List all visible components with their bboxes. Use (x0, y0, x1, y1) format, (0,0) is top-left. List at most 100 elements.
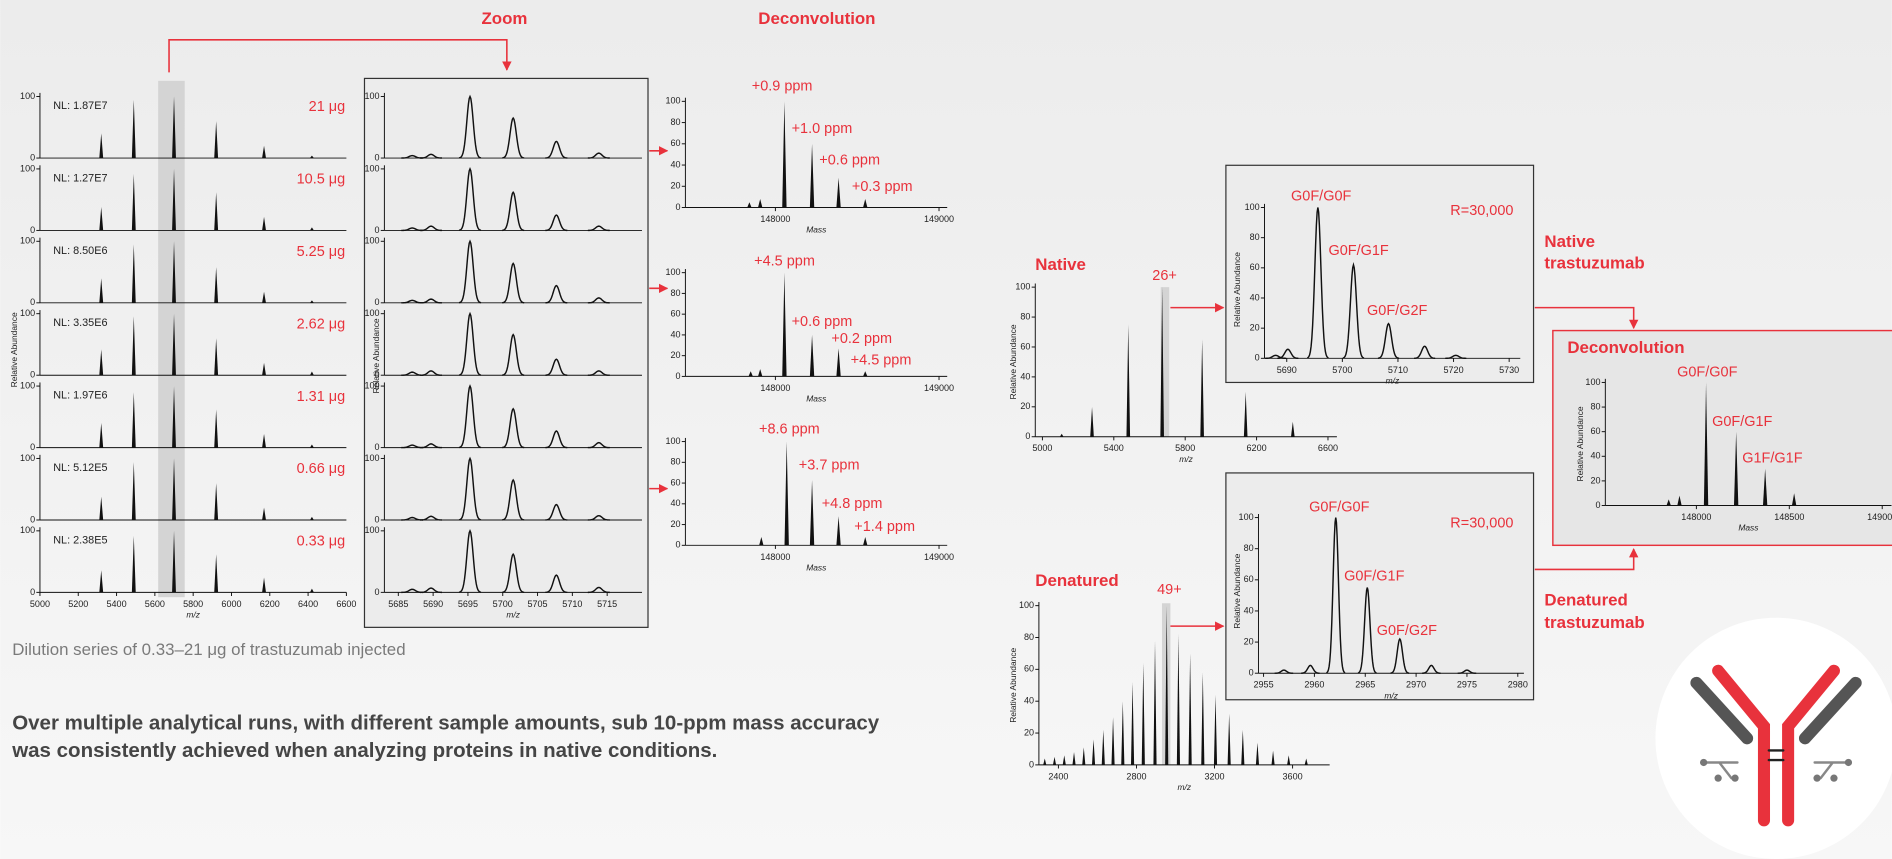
peak (1457, 669, 1477, 674)
y-axis-label: Relative Abundance (1232, 553, 1242, 628)
peak (587, 514, 610, 521)
peak (99, 570, 104, 593)
x-tick-label: 2965 (1355, 680, 1375, 690)
panel-label: NL: 2.38E5 (53, 534, 107, 546)
zoom-box (363, 77, 649, 628)
peak (1301, 664, 1320, 674)
y-tick-label: 80 (671, 288, 681, 298)
annotation: G0F/G1F (1328, 243, 1388, 259)
y-tick-label: 40 (671, 498, 681, 508)
y-tick-label: 100 (364, 525, 379, 535)
x-tick-label: 5400 (1104, 443, 1124, 453)
peak (131, 535, 136, 593)
peak (214, 554, 219, 593)
peak (1062, 755, 1066, 765)
peak (1091, 739, 1096, 765)
peak (1111, 717, 1115, 765)
summary: Over multiple analytical runs, with diff… (12, 711, 880, 734)
peak (587, 370, 610, 376)
peak (1377, 322, 1400, 359)
panel-label: NL: 1.87E7 (53, 100, 107, 112)
annotation: G0F/G0F (1291, 188, 1351, 204)
peak (758, 369, 763, 377)
y-tick-label: 80 (1244, 543, 1254, 553)
peak (401, 588, 424, 594)
y-tick-label: 100 (364, 163, 379, 173)
x-tick-label: 6600 (336, 599, 356, 609)
y-tick-label: 60 (1020, 341, 1030, 351)
peak (836, 516, 841, 546)
peak (1101, 729, 1105, 765)
peak (1342, 261, 1365, 359)
peak (1265, 354, 1287, 360)
y-axis-label: Relative Abundance (1575, 406, 1585, 481)
annotation: G0F/G1F (1712, 414, 1772, 430)
peak (309, 155, 314, 159)
panel-amount: 10.5 μg (297, 172, 346, 188)
annotation: G0F/G0F (1309, 500, 1369, 516)
peak (420, 443, 443, 449)
peak (809, 479, 815, 546)
chart-title: Native (1035, 255, 1086, 274)
y-tick-label: 20 (671, 181, 681, 191)
peak (1306, 207, 1329, 359)
y-tick-label: 0 (1595, 500, 1600, 510)
annotation: +1.0 ppm (792, 121, 853, 137)
x-tick-label: 2400 (1048, 771, 1068, 781)
deconvolution-box (1552, 329, 1892, 547)
peak (502, 407, 525, 449)
panel-label: NL: 3.35E6 (53, 317, 107, 329)
x-tick-label: 2970 (1406, 680, 1426, 690)
x-tick-label: 5705 (528, 599, 548, 609)
x-tick-label: 5800 (183, 599, 203, 609)
peak (1271, 750, 1275, 765)
x-tick-label: 148000 (760, 214, 790, 224)
peak (836, 177, 841, 208)
y-tick-label: 0 (30, 587, 35, 597)
annotation: R=30,000 (1450, 515, 1513, 531)
y-tick-label: 0 (375, 297, 380, 307)
peak (1090, 406, 1094, 437)
zoom-label: Zoom (481, 9, 527, 28)
y-tick-label: 0 (1029, 759, 1034, 769)
x-axis-label: m/z (1386, 375, 1400, 385)
x-tick-label: 5695 (458, 599, 478, 609)
highlight-band (1160, 287, 1170, 437)
peak (172, 96, 176, 159)
peak (309, 588, 314, 593)
peak (214, 192, 219, 231)
denatured-zoom-box (1225, 472, 1535, 701)
peak (1160, 287, 1164, 437)
peak (1082, 747, 1086, 765)
y-tick-label: 0 (375, 152, 380, 162)
peak (458, 167, 482, 232)
x-tick-label: 6200 (260, 599, 280, 609)
peak (1422, 664, 1441, 674)
peak (863, 371, 868, 377)
x-tick-label: 149000 (1867, 512, 1892, 522)
panel-label: NL: 1.27E7 (53, 172, 107, 184)
panel-amount: 21 μg (309, 99, 346, 115)
y-tick-label: 100 (1585, 377, 1600, 387)
peak (401, 516, 424, 521)
x-tick-label: 148000 (760, 383, 790, 393)
peak (458, 384, 482, 449)
arrow (1534, 306, 1639, 330)
annotation: +4.5 ppm (754, 254, 815, 270)
y-axis-label: Relative Abundance (9, 312, 19, 387)
annotation: +3.7 ppm (799, 458, 860, 474)
x-tick-label: 5685 (388, 599, 408, 609)
x-tick-label: 5715 (597, 599, 617, 609)
y-tick-label: 40 (671, 159, 681, 169)
peak (262, 434, 266, 448)
peak (1255, 742, 1260, 765)
peak (1703, 382, 1709, 506)
peak (1059, 433, 1064, 437)
x-tick-label: 5700 (493, 599, 513, 609)
y-tick-label: 20 (1590, 475, 1600, 485)
x-tick-label: 5400 (107, 599, 127, 609)
peak (214, 409, 219, 448)
y-tick-label: 0 (1025, 431, 1030, 441)
peak (458, 94, 482, 159)
